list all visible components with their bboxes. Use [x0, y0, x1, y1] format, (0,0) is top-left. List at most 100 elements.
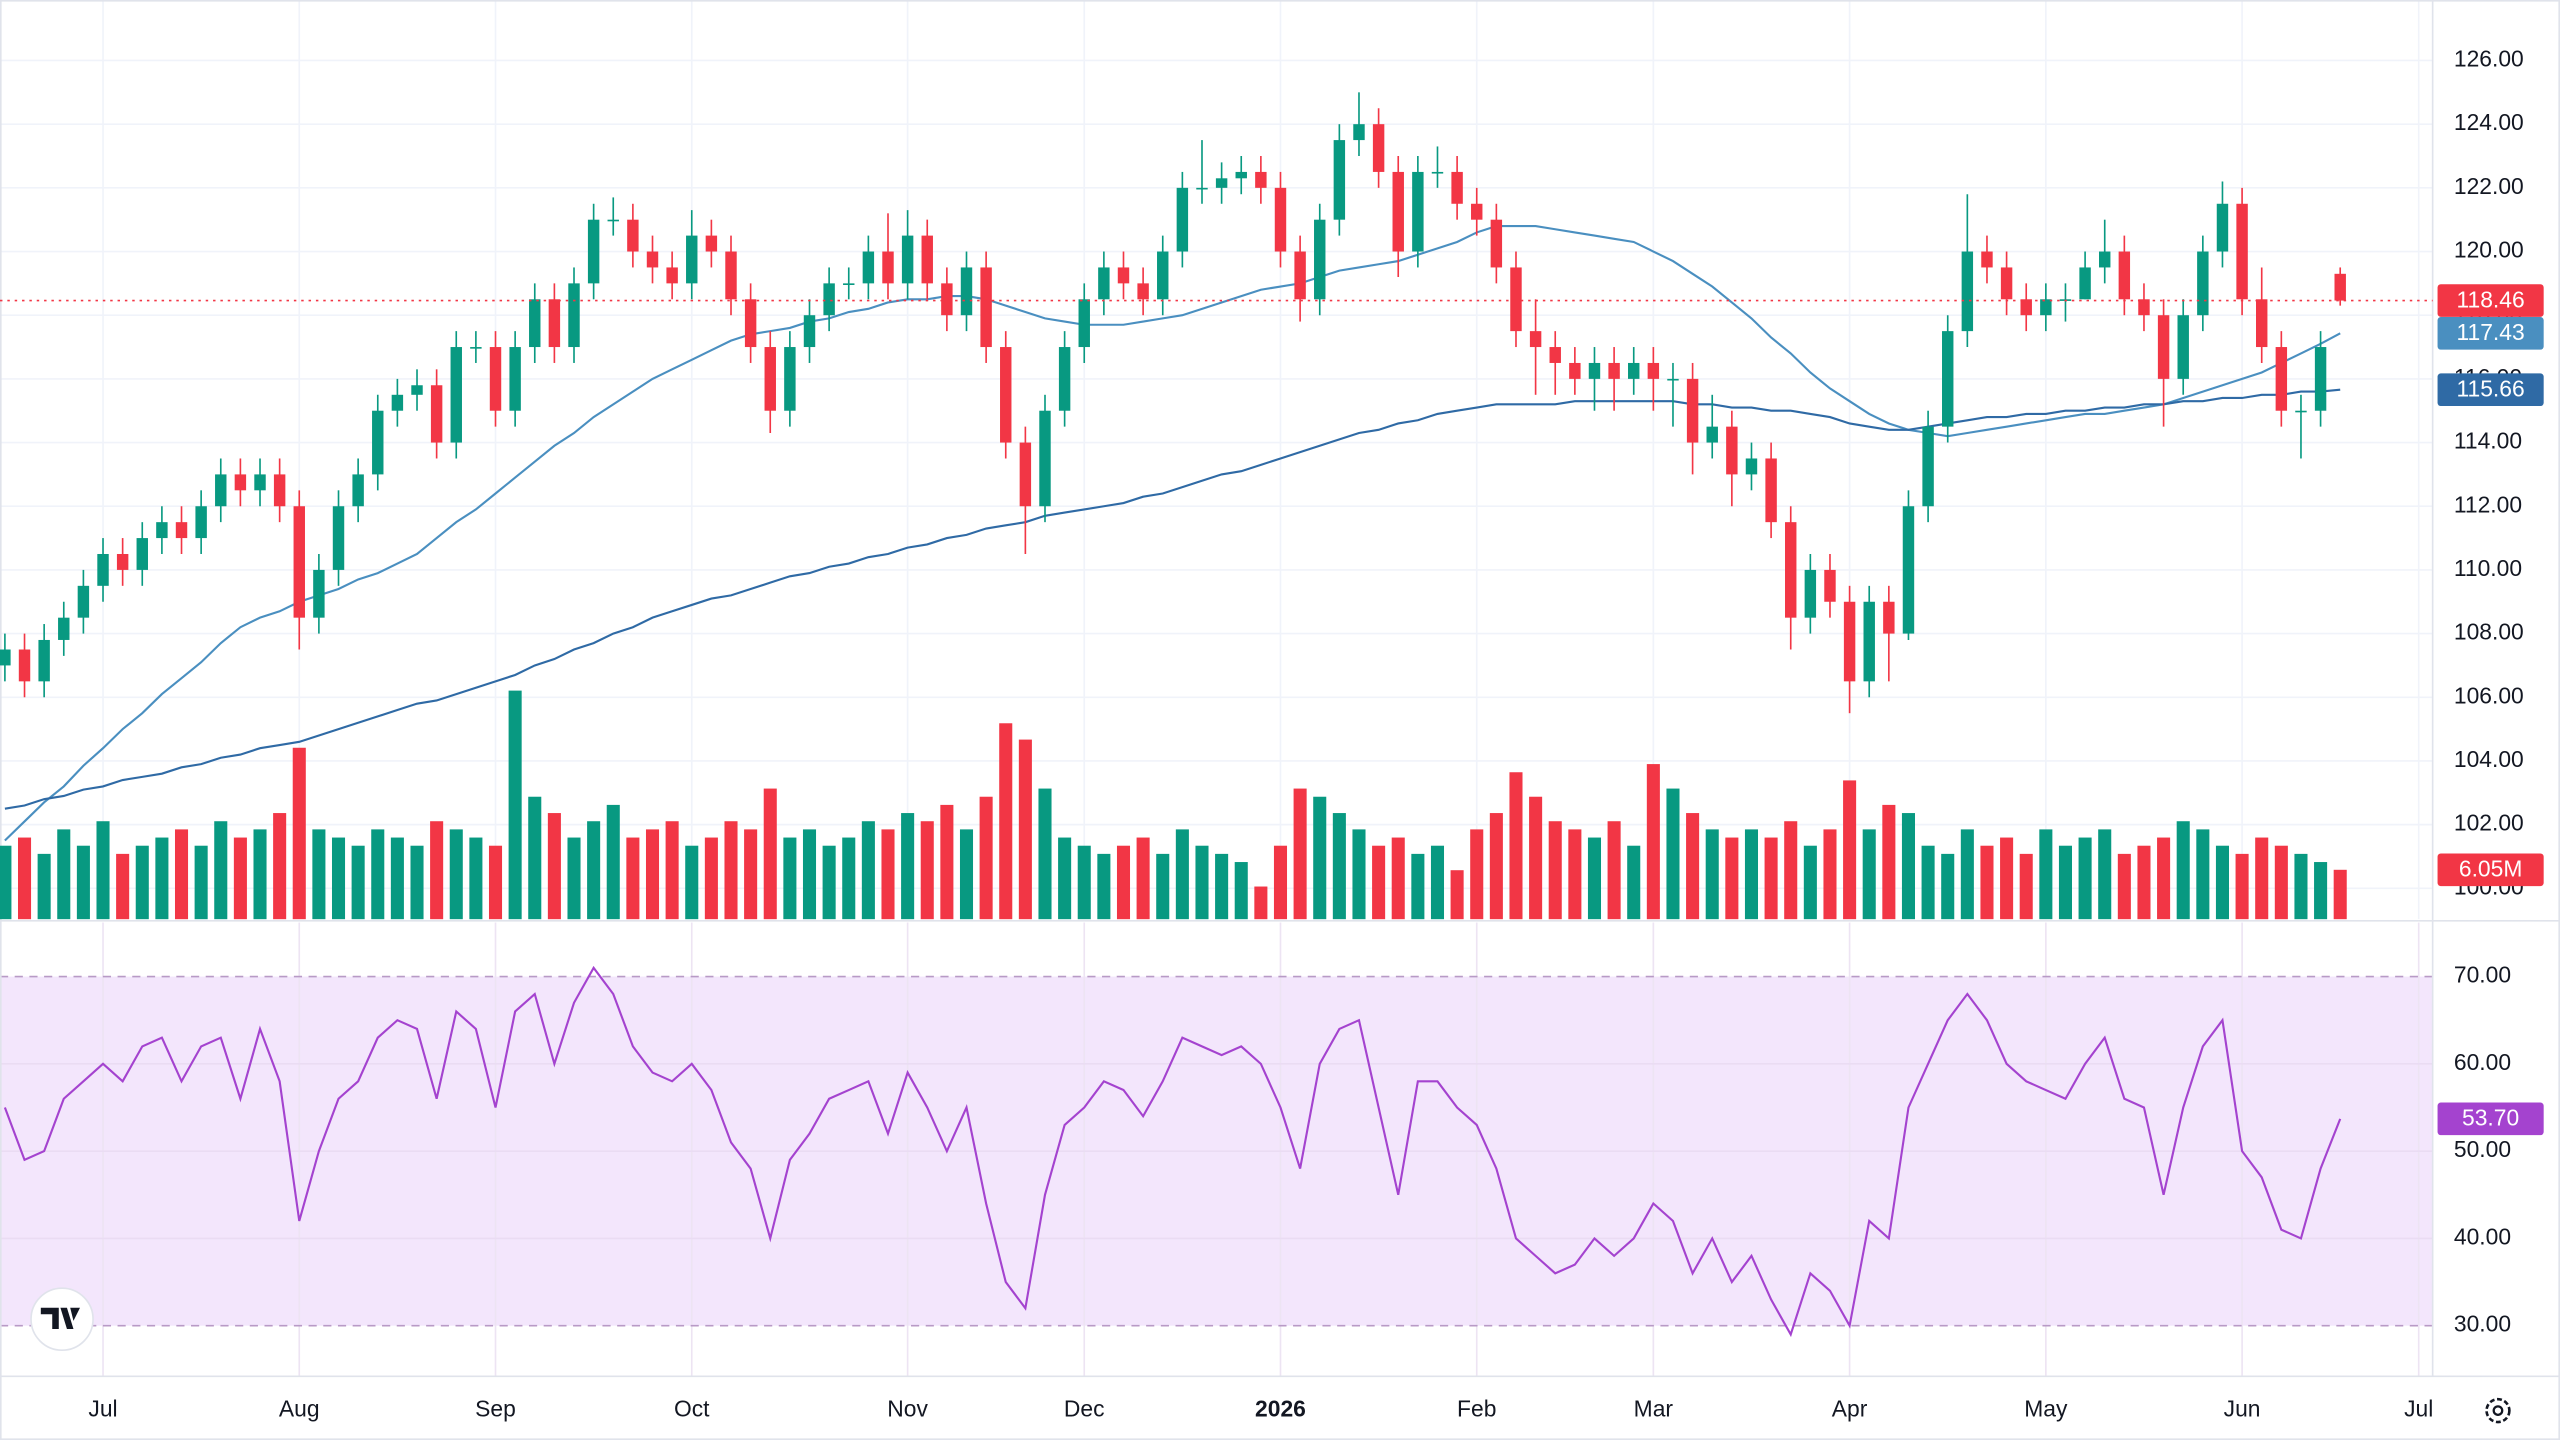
candle-body — [1529, 331, 1542, 348]
volume-bar — [214, 821, 228, 920]
candle-body — [2314, 347, 2327, 411]
volume-bar — [1372, 845, 1386, 920]
candle-body — [2099, 251, 2111, 268]
candle-body — [372, 410, 384, 475]
candle-body — [627, 219, 639, 252]
price-tag-label: 6.05M — [2459, 856, 2523, 882]
y-tick-label: 108.00 — [2454, 619, 2524, 645]
candle-body — [568, 283, 580, 348]
volume-bar — [2255, 837, 2269, 920]
candle-body — [2138, 299, 2150, 316]
x-tick-label: Dec — [1064, 1396, 1105, 1422]
volume-bar — [1175, 829, 1189, 920]
volume-bar — [704, 837, 718, 920]
volume-bar — [292, 747, 306, 920]
volume-bar — [1058, 837, 1072, 920]
volume-bar — [233, 837, 247, 920]
candle-body — [1058, 347, 1071, 411]
candle-body — [1569, 362, 1581, 379]
candle-body — [293, 506, 305, 618]
candle-body — [1372, 124, 1385, 172]
candle-body — [1883, 601, 1895, 634]
volume-bar — [2294, 853, 2308, 920]
volume-bar — [2314, 862, 2328, 920]
volume-bar — [1901, 813, 1916, 920]
candle-body — [1157, 251, 1169, 300]
settings-button[interactable] — [2485, 1397, 2511, 1424]
gear-outer[interactable] — [2485, 1397, 2511, 1424]
candle-body — [1392, 171, 1404, 252]
candle-body — [450, 347, 462, 443]
volume-bar — [1234, 862, 1248, 920]
candle-body — [116, 553, 129, 570]
volume-bar — [528, 796, 542, 920]
candle-body — [1019, 442, 1032, 507]
y-tick-label: 124.00 — [2454, 109, 2524, 135]
volume-bar — [1744, 829, 1759, 920]
candle-body — [1628, 362, 1640, 379]
x-tick-label: Feb — [1457, 1396, 1496, 1422]
candle-body — [921, 235, 933, 284]
volume-bar — [331, 837, 346, 920]
volume-bar — [2078, 837, 2092, 920]
candle-body — [156, 522, 168, 539]
candle-body — [2275, 347, 2288, 411]
candle-body — [862, 251, 875, 284]
volume-bar — [1941, 853, 1955, 920]
candle-body — [1588, 362, 1601, 379]
candle-body — [843, 283, 855, 285]
candle-body — [941, 283, 953, 316]
y-tick-label: 70.00 — [2454, 962, 2511, 988]
candle-body — [1000, 347, 1012, 443]
y-tick-label: 30.00 — [2454, 1311, 2511, 1337]
volume-bar — [96, 821, 110, 920]
candle-body — [1981, 251, 1993, 268]
candle-body — [254, 474, 266, 491]
volume-bar — [1038, 788, 1052, 920]
volume-bar — [959, 829, 974, 920]
volume-bar — [1116, 845, 1131, 920]
candle-body — [97, 553, 109, 586]
volume-bar — [1705, 829, 1719, 920]
candle-body — [2334, 273, 2346, 301]
candle-body — [1745, 458, 1758, 475]
volume-bar — [1627, 845, 1641, 920]
candle-body — [58, 617, 70, 640]
candle-body — [1196, 187, 1208, 190]
volume-bar — [1273, 845, 1288, 920]
x-tick-label: 2026 — [1255, 1396, 1306, 1422]
volume-bar — [685, 845, 699, 920]
candle-body — [686, 235, 698, 284]
candle-body — [1824, 569, 1836, 602]
volume-bar — [273, 813, 287, 920]
logo[interactable] — [30, 1287, 94, 1352]
line-series — [3, 965, 2342, 1338]
candle-body — [215, 474, 227, 507]
y-tick-label: 106.00 — [2454, 682, 2524, 708]
volume-bar — [1215, 853, 1229, 920]
candle-body — [1667, 378, 1679, 381]
x-tick-label: Jul — [88, 1396, 117, 1422]
candle-body — [587, 219, 600, 284]
price-tag — [2437, 1102, 2544, 1136]
candle-body — [352, 474, 364, 507]
y-tick-label: 122.00 — [2454, 173, 2524, 199]
candle-body — [1274, 187, 1287, 252]
volume-bar — [822, 845, 836, 920]
volume-bar — [763, 788, 777, 920]
logo-badge[interactable] — [30, 1287, 94, 1352]
candle-body — [1647, 362, 1660, 379]
candle-body — [2079, 267, 2091, 300]
candle-body — [2000, 267, 2013, 300]
volume-bar — [469, 837, 483, 920]
candle-body — [489, 347, 502, 411]
volume-bar — [1254, 886, 1268, 920]
x-tick-label: May — [2024, 1396, 2068, 1422]
y-tick-label: 112.00 — [2454, 491, 2522, 517]
y-tick-label: 120.00 — [2454, 237, 2524, 263]
volume-bar — [1607, 821, 1621, 920]
volume-bar — [57, 829, 71, 920]
candle-body — [666, 267, 678, 284]
